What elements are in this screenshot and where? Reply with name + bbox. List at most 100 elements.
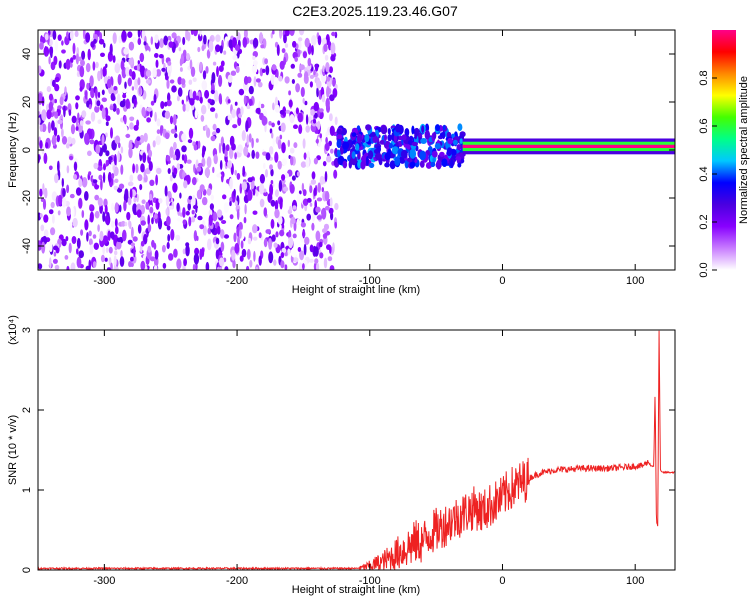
heatmap-cell <box>292 233 297 239</box>
heatmap-cell <box>191 210 195 215</box>
heatmap-cell <box>245 120 249 133</box>
heatmap-cell <box>199 184 205 192</box>
heatmap-cell <box>219 229 225 239</box>
heatmap-cell <box>132 236 138 242</box>
heatmap-cell <box>384 162 390 168</box>
heatmap-cell <box>49 257 52 269</box>
heatmap-cell <box>300 86 305 98</box>
heatmap-cell <box>171 32 177 39</box>
heatmap-cell <box>219 160 223 170</box>
heatmap-cell <box>189 89 193 99</box>
heatmap-cell <box>435 124 441 132</box>
heatmap-cell <box>69 193 75 199</box>
heatmap-cell <box>277 215 283 225</box>
heatmap-cell <box>116 93 121 105</box>
heatmap-cell <box>155 174 159 186</box>
heatmap-cell <box>114 154 117 166</box>
heatmap-cell <box>51 191 58 202</box>
snr-frame <box>37 329 676 571</box>
heatmap-cell <box>182 248 186 255</box>
heatmap-cell <box>76 248 79 255</box>
heatmap-cell <box>44 45 47 57</box>
heatmap-cell <box>275 231 279 238</box>
heatmap-cell <box>388 143 393 149</box>
heatmap-cell <box>186 95 189 102</box>
heatmap-cell <box>210 89 215 94</box>
heatmap-cell <box>315 206 321 213</box>
heatmap-cell <box>406 144 411 150</box>
heatmap-cell <box>246 248 251 260</box>
heatmap-cell <box>131 86 135 91</box>
heatmap-cell <box>105 121 109 126</box>
heatmap-cell <box>255 151 260 159</box>
heatmap-cell <box>105 150 110 157</box>
heatmap-cell <box>223 202 230 213</box>
heatmap-cell <box>243 146 249 157</box>
heatmap-cell <box>131 71 136 80</box>
heatmap-cell <box>142 152 147 164</box>
heatmap-cell <box>181 133 187 142</box>
heatmap-cell <box>387 134 393 142</box>
heatmap-cell <box>103 75 108 84</box>
heatmap-cell <box>309 74 315 79</box>
heatmap-cell <box>322 161 327 167</box>
heatmap-cell <box>325 97 330 109</box>
heatmap-cell <box>243 216 247 224</box>
heatmap-cell <box>57 210 61 216</box>
spectrogram-ylabel: Frequency (Hz) <box>7 112 19 188</box>
heatmap-cell <box>54 40 59 51</box>
heatmap-cell <box>305 125 311 133</box>
heatmap-cell <box>271 132 274 139</box>
heatmap-cell <box>251 149 255 159</box>
heatmap-cell <box>288 99 293 108</box>
heatmap-cell <box>128 57 134 66</box>
heatmap-cell <box>117 74 122 86</box>
colorbar-tick-label: 0.2 <box>698 214 710 229</box>
heatmap-cell <box>228 115 233 121</box>
heatmap-cell <box>219 45 223 54</box>
heatmap-cell <box>127 196 132 206</box>
heatmap-cell <box>141 106 146 117</box>
heatmap-cell <box>326 76 331 82</box>
heatmap-cell <box>223 234 230 239</box>
heatmap-cell <box>446 131 452 138</box>
heatmap-cell <box>419 160 425 168</box>
heatmap-cell <box>182 219 187 225</box>
heatmap-cell <box>367 150 374 160</box>
heatmap-cell <box>112 103 117 112</box>
heatmap-cell <box>164 185 168 197</box>
heatmap-cell <box>164 132 170 140</box>
x-tick-label: -200 <box>226 275 248 287</box>
heatmap-cell <box>269 183 274 196</box>
heatmap-cell <box>204 89 210 99</box>
heatmap-cell <box>270 218 275 229</box>
heatmap-cell <box>304 236 310 245</box>
heatmap-cell <box>155 59 159 68</box>
heatmap-cell <box>280 260 285 269</box>
heatmap-cell <box>298 262 303 270</box>
heatmap-cell <box>251 137 254 149</box>
heatmap-cell <box>312 118 317 124</box>
heatmap-cell <box>334 116 338 126</box>
heatmap-cell <box>293 142 298 149</box>
heatmap-cell <box>50 201 55 209</box>
heatmap-cell <box>364 134 370 143</box>
heatmap-cell <box>136 136 141 141</box>
heatmap-cell <box>263 191 268 197</box>
heatmap-cell <box>209 203 214 211</box>
heatmap-cell <box>193 204 198 210</box>
heatmap-cell <box>97 91 101 99</box>
heatmap-cell <box>237 116 242 127</box>
heatmap-cell <box>281 142 286 154</box>
heatmap-cell <box>409 148 417 159</box>
heatmap-cell <box>240 106 244 116</box>
heatmap-cell <box>259 198 265 208</box>
heatmap-cell <box>202 146 207 152</box>
snr-plot-area <box>38 330 675 570</box>
heatmap-cell <box>179 67 183 72</box>
heatmap-cell <box>145 50 150 57</box>
heatmap-cell <box>222 194 227 200</box>
heatmap-cell <box>215 237 220 245</box>
heatmap-cell <box>166 62 173 75</box>
colorbar-ticks: 0.0 0.2 0.4 0.6 0.8 <box>698 70 717 278</box>
